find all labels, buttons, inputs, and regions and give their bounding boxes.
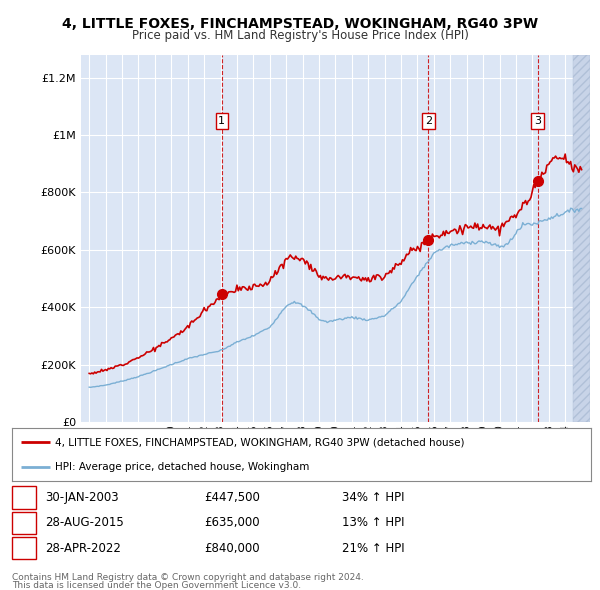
Text: 3: 3 [20, 542, 28, 555]
Text: 4, LITTLE FOXES, FINCHAMPSTEAD, WOKINGHAM, RG40 3PW (detached house): 4, LITTLE FOXES, FINCHAMPSTEAD, WOKINGHA… [55, 437, 465, 447]
Text: 28-APR-2022: 28-APR-2022 [45, 542, 121, 555]
Bar [574, 55, 590, 422]
Text: 34% ↑ HPI: 34% ↑ HPI [342, 491, 404, 504]
Text: This data is licensed under the Open Government Licence v3.0.: This data is licensed under the Open Gov… [12, 581, 301, 590]
Text: 3: 3 [534, 116, 541, 126]
Text: 30-JAN-2003: 30-JAN-2003 [45, 491, 119, 504]
Text: 4, LITTLE FOXES, FINCHAMPSTEAD, WOKINGHAM, RG40 3PW: 4, LITTLE FOXES, FINCHAMPSTEAD, WOKINGHA… [62, 17, 538, 31]
Text: £840,000: £840,000 [204, 542, 260, 555]
Text: 28-AUG-2015: 28-AUG-2015 [45, 516, 124, 529]
Text: 21% ↑ HPI: 21% ↑ HPI [342, 542, 404, 555]
Text: 1: 1 [218, 116, 226, 126]
Text: Price paid vs. HM Land Registry's House Price Index (HPI): Price paid vs. HM Land Registry's House … [131, 29, 469, 42]
Text: 2: 2 [20, 516, 28, 529]
Text: Contains HM Land Registry data © Crown copyright and database right 2024.: Contains HM Land Registry data © Crown c… [12, 572, 364, 582]
Text: 1: 1 [20, 491, 28, 504]
Text: £447,500: £447,500 [204, 491, 260, 504]
Text: 2: 2 [425, 116, 432, 126]
Text: 13% ↑ HPI: 13% ↑ HPI [342, 516, 404, 529]
Text: HPI: Average price, detached house, Wokingham: HPI: Average price, detached house, Woki… [55, 461, 310, 471]
Text: £635,000: £635,000 [204, 516, 260, 529]
